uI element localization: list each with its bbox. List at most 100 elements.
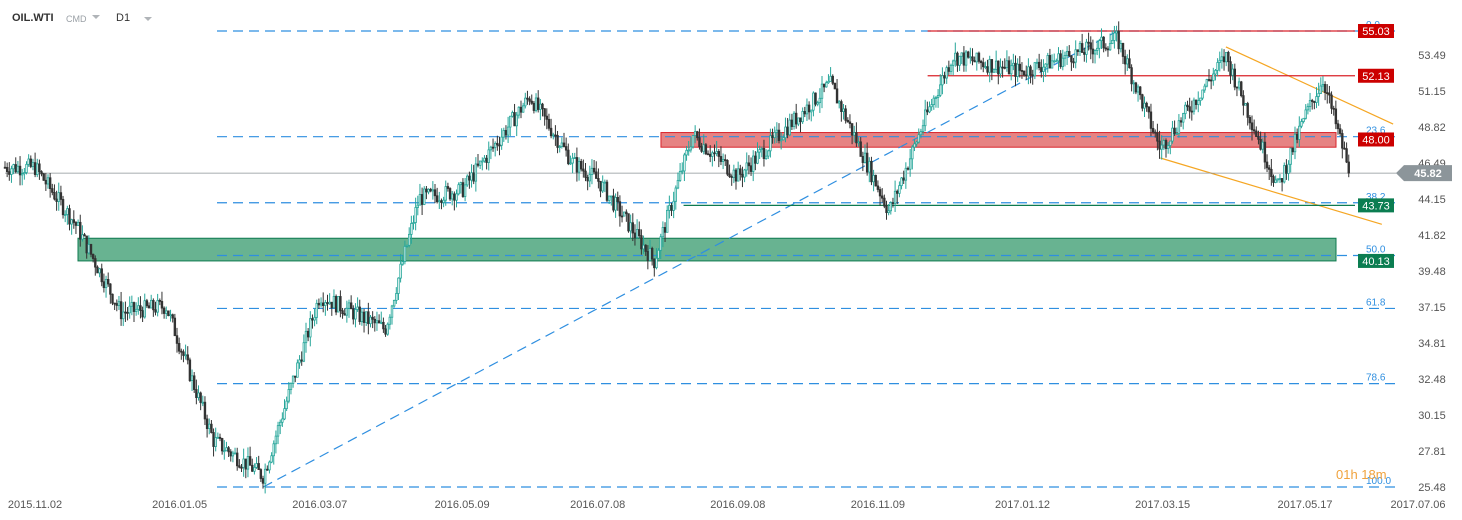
candle-body [782,137,785,141]
candle-body [964,51,968,66]
candle-body [543,108,546,117]
candle-body [900,177,903,187]
candle-body [878,189,882,197]
candle-body [590,167,594,175]
candle-body [513,112,516,127]
candle-body [790,119,794,127]
candle-body [1063,55,1067,59]
candle-body [1328,92,1331,96]
fib-level-label-50.0: 50.0 [1366,245,1386,256]
candle-body [384,328,387,335]
candle-body [896,190,899,194]
candle-body [1022,70,1026,76]
candle-body [498,144,501,147]
candle-body [859,141,862,157]
candle-body [463,184,467,197]
candle-body [1194,99,1198,105]
candle-body [478,160,482,166]
candle-body [1326,92,1329,94]
candle-body [395,293,398,301]
candle-body [162,307,166,314]
candle-body [775,129,779,133]
candle-body [1175,133,1178,135]
candle-body [311,318,314,321]
instrument-type-label[interactable]: CMD [66,14,87,24]
candle-body [87,243,91,254]
candle-body [936,94,940,98]
candle-body [1179,120,1183,123]
candle-body [685,149,688,156]
x-tick-2016.11.09: 2016.11.09 [851,499,905,511]
x-tick-2017.05.17: 2017.05.17 [1277,499,1332,511]
candle-body [1068,51,1071,57]
candle-body [575,157,579,173]
x-tick-2015.11.02: 2015.11.02 [8,499,62,511]
candle-body [962,52,966,66]
candle-body [380,321,383,324]
candle-body [472,172,475,182]
candle-body [1289,147,1292,165]
candle-body [702,144,705,152]
price-tag-box-55.03 [1358,24,1394,38]
candle-body [1057,53,1060,62]
candle-body [633,232,637,239]
candle-body [607,195,611,201]
candle-body [227,447,230,453]
candle-body [487,149,490,163]
candle-body [799,117,802,123]
candle-body [334,296,338,313]
candle-body [614,197,617,211]
candle-body [1108,43,1112,51]
candle-body [1027,66,1030,77]
candle-body [928,106,931,113]
current-price-tag: 45.82 [1414,168,1442,180]
candle-body [1218,59,1221,63]
candle-body [392,300,396,307]
y-tick-51.15: 51.15 [1418,86,1446,98]
candle-body [1343,147,1346,150]
candle-body [805,104,809,115]
candle-body [840,101,843,112]
candle-body [1126,58,1129,65]
candle-body [1154,131,1157,134]
candle-body [16,165,20,173]
timeframe-label[interactable]: D1 [116,12,131,24]
candle-body [1132,82,1135,85]
candle-body [356,306,359,310]
candle-body [425,188,428,193]
candle-body [932,97,936,105]
candle-body [124,311,127,314]
resistance-zone-48.00 [660,132,1337,148]
candle-body [580,160,583,170]
candle-body [102,281,106,289]
candle-body [177,342,181,352]
candle-body [1246,103,1249,118]
candle-body [1338,128,1342,134]
candle-body [627,213,630,232]
candle-body [18,165,22,176]
candle-body [592,167,596,173]
candle-body [283,408,286,420]
y-tick-48.82: 48.82 [1418,122,1446,134]
candle-body [38,163,41,173]
candle-body [212,432,215,447]
candle-body [762,147,766,159]
candle-body [169,314,172,317]
candle-body [541,103,544,110]
candle-body [8,171,11,175]
candle-body [754,155,757,164]
candle-body [977,52,981,62]
timeframe-dropdown-chevron-down-icon[interactable] [144,17,152,21]
candle-body [814,92,817,105]
candle-body [173,317,177,337]
candle-body [990,59,994,73]
candle-body [470,172,473,181]
candle-body [812,92,815,111]
candle-body [1044,63,1047,68]
candle-body [547,118,551,129]
symbol-label[interactable]: OIL.WTI [12,12,54,24]
candle-body [427,188,430,193]
x-tick-2016.07.08: 2016.07.08 [570,499,625,511]
type-dropdown-chevron-down-icon[interactable] [92,15,100,19]
